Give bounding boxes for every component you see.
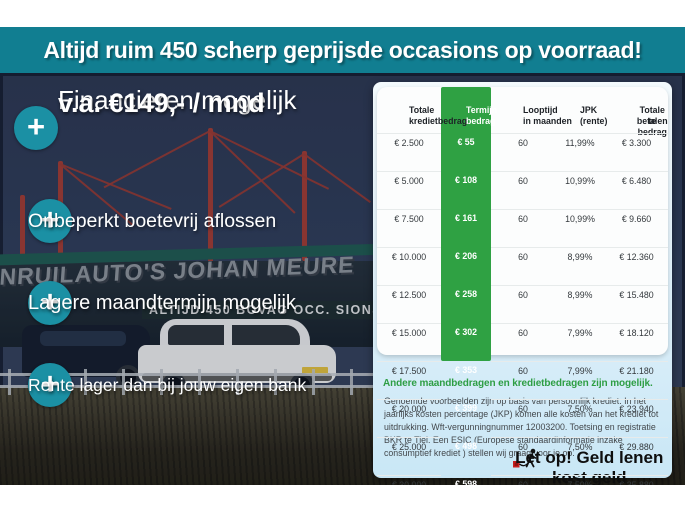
table-row: € 15.000 € 302 60 7,99% € 18.120 xyxy=(377,323,668,342)
finance-table-card: Totale kredietbedrag Termijn bedrag Loopti… xyxy=(377,87,668,485)
finance-panel: Totale kredietbedrag Termijn bedrag Loopti… xyxy=(373,82,672,485)
credit-warning: Let op! Geld lenen kost geld xyxy=(373,448,672,485)
flag-mast xyxy=(302,151,307,263)
fence-post xyxy=(312,369,315,395)
flag-mast xyxy=(208,128,213,263)
column-header: Looptijd in maanden xyxy=(523,104,572,126)
fence-post xyxy=(84,369,87,395)
usp-maandtermijn-label: Lagere maandtermijn mogelijk xyxy=(28,291,296,314)
credit-disclaimer: Genoemde voorbeelden zijn op basis van p… xyxy=(384,396,659,458)
usp-financing-line1: Financieren mogelijk xyxy=(58,85,297,115)
note-title: Andere maandbedragen en kredietbedragen … xyxy=(383,378,653,389)
fence-post xyxy=(350,369,353,395)
usp-financing-price: v.a. €149,- / mnd xyxy=(58,88,265,118)
finance-table-body: € 2.500 € 55 60 11,99% € 3.300 € 5.000 € 108 6… xyxy=(377,133,668,485)
fence-post xyxy=(198,369,201,395)
fence-post xyxy=(122,369,125,395)
roof-banner-sign: ALTIJD 450 BOVAG OCC. SIONS xyxy=(142,301,390,319)
column-header: Totale te betalen bedrag xyxy=(636,104,668,137)
flag-mast xyxy=(20,195,25,265)
fence-post xyxy=(236,369,239,395)
column-header: Termijn bedrag xyxy=(466,104,498,126)
table-row: € 2.500 € 55 60 11,99% € 3.300 xyxy=(377,133,668,152)
table-row: € 5.000 € 108 60 10,99% € 6.480 xyxy=(377,171,668,190)
fence-post xyxy=(274,369,277,395)
plus-icon: + xyxy=(28,281,72,325)
plus-icon: + xyxy=(14,106,58,150)
column-header: Totale kredietbedrag xyxy=(409,104,468,126)
table-row: € 7.500 € 161 60 10,99% € 9.660 xyxy=(377,209,668,228)
dealership-photo: INRUILAUTO'S JOHAN MEURE ALTIJD 450 BOVA… xyxy=(0,73,685,485)
plus-icon: + xyxy=(28,199,72,243)
termijn-column-highlight xyxy=(441,87,491,361)
table-row: € 10.000 € 206 60 8,99% € 12.360 xyxy=(377,247,668,266)
white-suv-pillar xyxy=(224,325,232,345)
white-suv-window xyxy=(168,325,300,345)
usp-rente-label: Rente lager dan bij jouw eigen bank xyxy=(28,374,307,395)
license-plate xyxy=(302,367,328,374)
credit-warning-text: Let op! Geld lenen kost geld xyxy=(515,448,664,485)
table-row: € 20.000 € 399 60 7,50% € 23.940 xyxy=(377,399,668,418)
table-row: € 12.500 € 258 60 8,99% € 15.480 xyxy=(377,285,668,304)
usp-boetevrij-label: Onbeperkt boetevrij aflossen xyxy=(28,209,277,232)
fence-rail xyxy=(0,373,380,376)
table-row: € 17.500 € 353 60 7,99% € 21.180 xyxy=(377,361,668,380)
fence-rail xyxy=(0,385,380,388)
fence-post xyxy=(160,369,163,395)
column-header: JPK (rente) xyxy=(580,104,608,126)
finance-table-header: Totale kredietbedrag Termijn bedrag Loopti… xyxy=(377,87,668,137)
plus-icon: + xyxy=(28,363,72,407)
fence-post xyxy=(8,369,11,395)
headline-banner: Altijd ruim 450 scherp geprijsde occasio… xyxy=(0,27,685,73)
table-row: € 30.000 € 598 60 7,50% € 35.880 xyxy=(377,475,668,485)
money-drag-icon xyxy=(512,448,536,468)
dark-suv-window xyxy=(40,331,126,346)
table-row: € 25.000 € 498 60 7,50% € 29.880 xyxy=(377,437,668,456)
